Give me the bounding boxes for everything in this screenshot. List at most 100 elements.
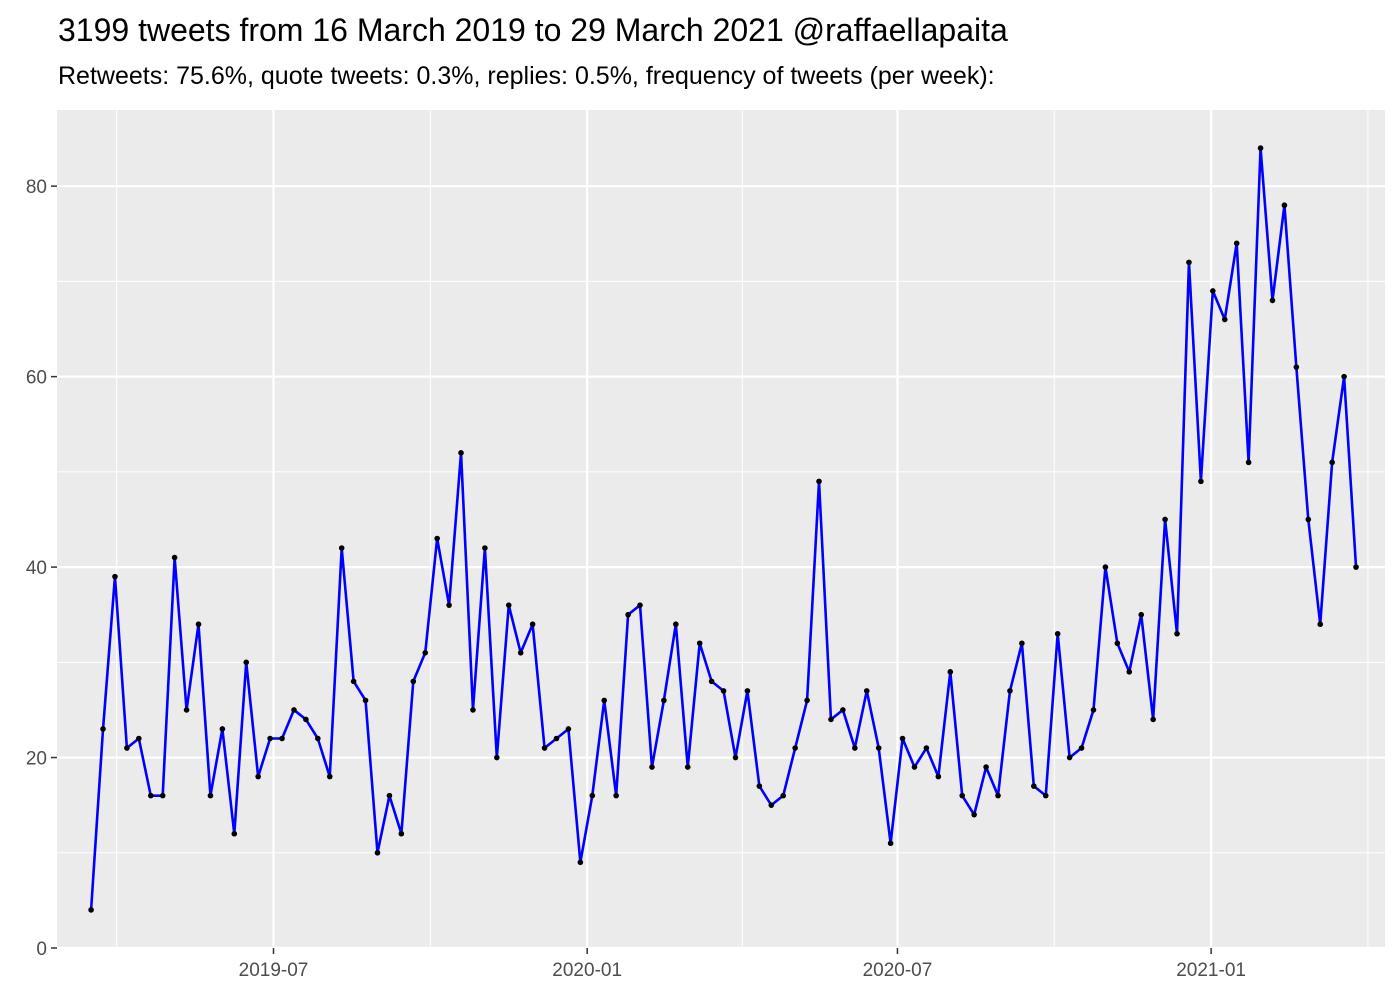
data-point [1019, 640, 1025, 647]
data-point [995, 792, 1001, 799]
data-point [470, 707, 476, 713]
data-point [816, 478, 822, 485]
data-point [350, 678, 357, 685]
data-point [100, 726, 106, 732]
chart-title: 3199 tweets from 16 March 2019 to 29 Mar… [58, 12, 1008, 48]
data-point [1353, 564, 1359, 570]
data-point [255, 773, 261, 780]
data-point [386, 792, 393, 799]
data-point [315, 735, 321, 742]
data-point [1341, 373, 1347, 380]
data-point [541, 745, 548, 751]
data-point [1138, 611, 1145, 618]
data-point [1102, 564, 1109, 570]
data-point [195, 621, 202, 628]
y-tick-label: 80 [26, 177, 47, 198]
data-point [1186, 259, 1192, 266]
y-tick-label: 60 [26, 368, 47, 389]
data-point [1078, 745, 1085, 751]
data-point [112, 573, 118, 580]
data-point [708, 678, 715, 685]
data-point [1233, 240, 1240, 247]
data-point [1054, 630, 1061, 637]
data-point [649, 764, 655, 770]
data-point [326, 773, 333, 780]
data-point [601, 697, 608, 704]
data-point [577, 859, 584, 866]
data-point [565, 726, 572, 732]
plot-panel [57, 110, 1385, 948]
data-point [744, 688, 751, 694]
data-point [243, 659, 250, 666]
data-point [291, 707, 297, 713]
data-point [792, 745, 798, 751]
data-point [124, 745, 130, 751]
data-point [971, 811, 977, 818]
data-point [887, 840, 894, 847]
data-point [231, 830, 238, 837]
data-point [303, 716, 309, 723]
data-point [911, 764, 918, 770]
data-point [88, 907, 94, 913]
y-tick-label: 40 [26, 558, 47, 579]
data-point [804, 697, 810, 704]
data-point [446, 602, 452, 608]
data-point [1257, 145, 1264, 151]
data-point [1269, 297, 1276, 304]
data-point [959, 792, 966, 799]
data-point [1090, 707, 1097, 713]
data-point [267, 735, 273, 742]
data-point [553, 735, 560, 742]
data-point [673, 621, 679, 628]
data-point [1329, 459, 1335, 466]
data-point [899, 735, 906, 742]
chart-subtitle: Retweets: 75.6%, quote tweets: 0.3%, rep… [58, 62, 995, 90]
data-point [1221, 316, 1228, 323]
x-tick-label: 2019-07 [239, 960, 309, 981]
data-point [1281, 202, 1288, 209]
data-point [828, 716, 834, 723]
data-point [983, 764, 989, 770]
x-tick-label: 2020-01 [552, 960, 622, 981]
data-point [661, 697, 667, 704]
data-point [1162, 516, 1168, 523]
data-point [338, 545, 345, 551]
data-point [1114, 640, 1121, 647]
data-point [136, 735, 142, 742]
data-point [589, 792, 596, 799]
data-point [696, 640, 703, 647]
data-point [529, 621, 536, 628]
data-point [410, 678, 417, 685]
data-point [279, 735, 285, 742]
data-point [1198, 478, 1204, 485]
data-point [1317, 621, 1324, 628]
data-point [1210, 288, 1216, 294]
data-point [398, 830, 405, 837]
data-point [482, 545, 488, 551]
data-point [1293, 364, 1300, 370]
x-tick-label: 2020-07 [863, 960, 933, 981]
data-point [434, 535, 440, 542]
data-point [756, 783, 763, 789]
data-point [852, 745, 858, 751]
data-point [1305, 516, 1312, 523]
data-point [422, 649, 429, 656]
data-point [613, 792, 619, 799]
data-point [362, 697, 369, 704]
data-point [1174, 630, 1180, 637]
data-point [1031, 783, 1037, 789]
data-point [768, 802, 775, 808]
data-point [517, 649, 524, 656]
data-point [458, 450, 464, 456]
data-point [625, 611, 631, 618]
data-point [923, 745, 930, 751]
data-point [159, 792, 166, 799]
data-point [637, 602, 643, 608]
data-point [1126, 669, 1133, 675]
data-point [171, 554, 178, 561]
data-point [1245, 459, 1252, 466]
data-point [1066, 754, 1073, 761]
data-point [183, 707, 190, 713]
y-tick-label: 20 [26, 749, 47, 770]
